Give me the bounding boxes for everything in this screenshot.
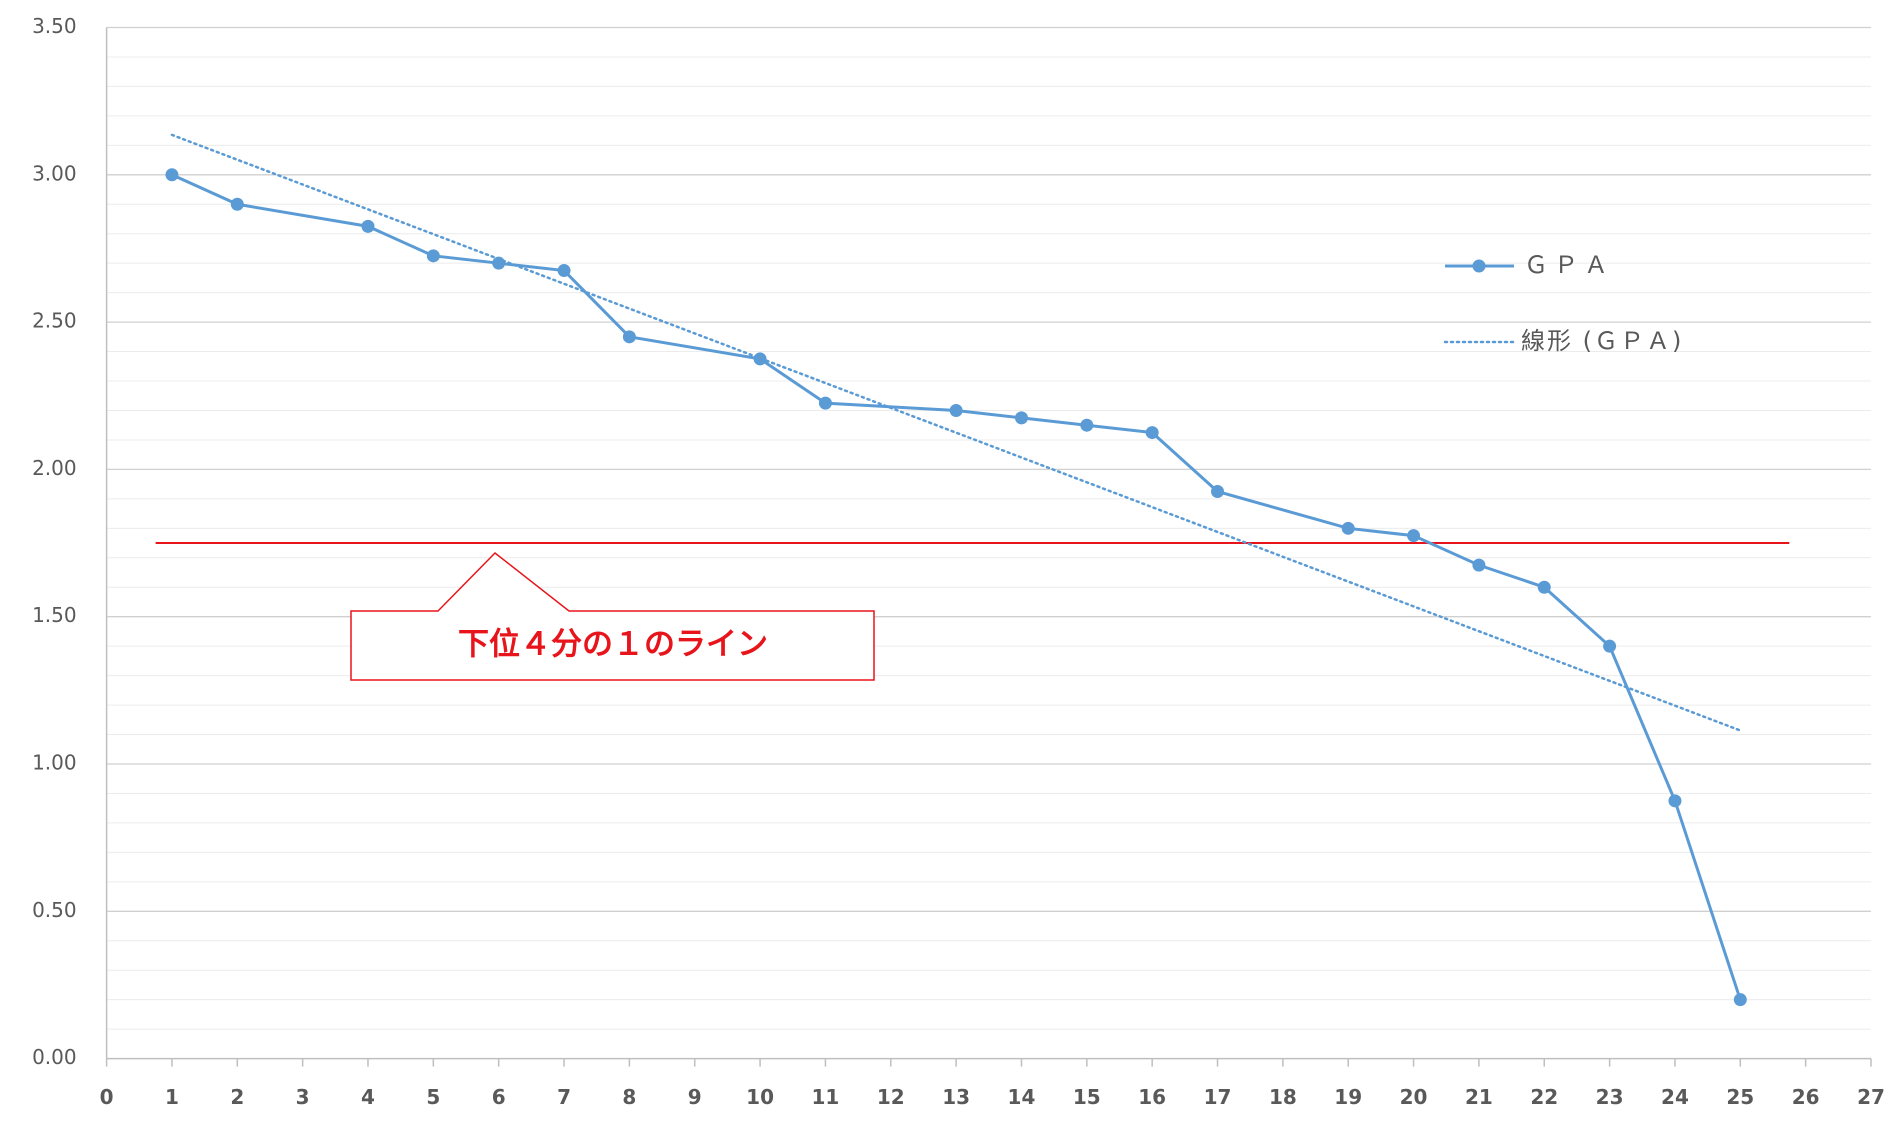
x-tick-label: 0 — [100, 1085, 114, 1109]
y-tick-label: 0.50 — [32, 898, 77, 922]
point — [1014, 411, 1028, 425]
legend-marker — [1472, 259, 1486, 273]
x-tick-label: 8 — [622, 1085, 636, 1109]
point — [1407, 529, 1421, 543]
x-tick-label: 15 — [1073, 1085, 1101, 1109]
x-tick-label: 13 — [942, 1085, 970, 1109]
x-tick-label: 4 — [361, 1085, 375, 1109]
x-tick-label: 25 — [1726, 1085, 1754, 1109]
x-tick-label: 9 — [688, 1085, 702, 1109]
x-tick-label: 17 — [1204, 1085, 1232, 1109]
point — [557, 264, 571, 278]
point — [753, 352, 767, 366]
x-tick-label: 20 — [1400, 1085, 1428, 1109]
y-tick-label: 2.50 — [32, 309, 77, 333]
point — [361, 219, 375, 233]
x-tick-label: 27 — [1857, 1085, 1885, 1109]
point — [1145, 426, 1159, 440]
point — [1080, 418, 1094, 432]
x-tick-label: 24 — [1661, 1085, 1689, 1109]
x-tick-label: 21 — [1465, 1085, 1493, 1109]
point — [1472, 558, 1486, 572]
point — [1668, 794, 1682, 808]
x-tick-label: 7 — [557, 1085, 571, 1109]
callout-box — [350, 551, 875, 681]
point — [1603, 639, 1617, 653]
x-tick-label: 16 — [1138, 1085, 1166, 1109]
x-tick-label: 5 — [426, 1085, 440, 1109]
x-tick-label: 3 — [296, 1085, 310, 1109]
y-tick-label: 0.00 — [32, 1045, 77, 1069]
x-tick-label: 1 — [165, 1085, 179, 1109]
point — [492, 256, 506, 270]
y-tick-label: 1.00 — [32, 751, 77, 775]
x-tick-label: 12 — [877, 1085, 905, 1109]
x-tick-label: 2 — [230, 1085, 244, 1109]
point — [622, 330, 636, 344]
legend-label: ＧＰＡ — [1524, 251, 1614, 279]
x-tick-label: 22 — [1530, 1085, 1558, 1109]
legend-label: 線形 (ＧＰＡ) — [1521, 327, 1683, 355]
x-tick-label: 18 — [1269, 1085, 1297, 1109]
y-tick-label: 2.00 — [32, 456, 77, 480]
point — [1733, 993, 1747, 1007]
point — [230, 197, 244, 211]
y-tick-label: 1.50 — [32, 603, 77, 627]
point — [818, 396, 832, 410]
x-tick-label: 11 — [812, 1085, 840, 1109]
x-tick-label: 26 — [1792, 1085, 1820, 1109]
y-tick-label: 3.00 — [32, 161, 77, 185]
x-tick-label: 19 — [1334, 1085, 1362, 1109]
x-tick-label: 6 — [492, 1085, 506, 1109]
x-tick-label: 10 — [746, 1085, 774, 1109]
point — [1537, 580, 1551, 594]
point — [426, 249, 440, 263]
point — [1211, 484, 1225, 498]
point — [949, 403, 963, 417]
point — [165, 168, 179, 182]
x-tick-label: 14 — [1008, 1085, 1036, 1109]
y-tick-label: 3.50 — [32, 14, 77, 38]
point — [1341, 521, 1355, 535]
callout-label: 下位４分の１のライン — [458, 627, 768, 663]
x-tick-label: 23 — [1596, 1085, 1624, 1109]
trendline — [170, 133, 1742, 732]
